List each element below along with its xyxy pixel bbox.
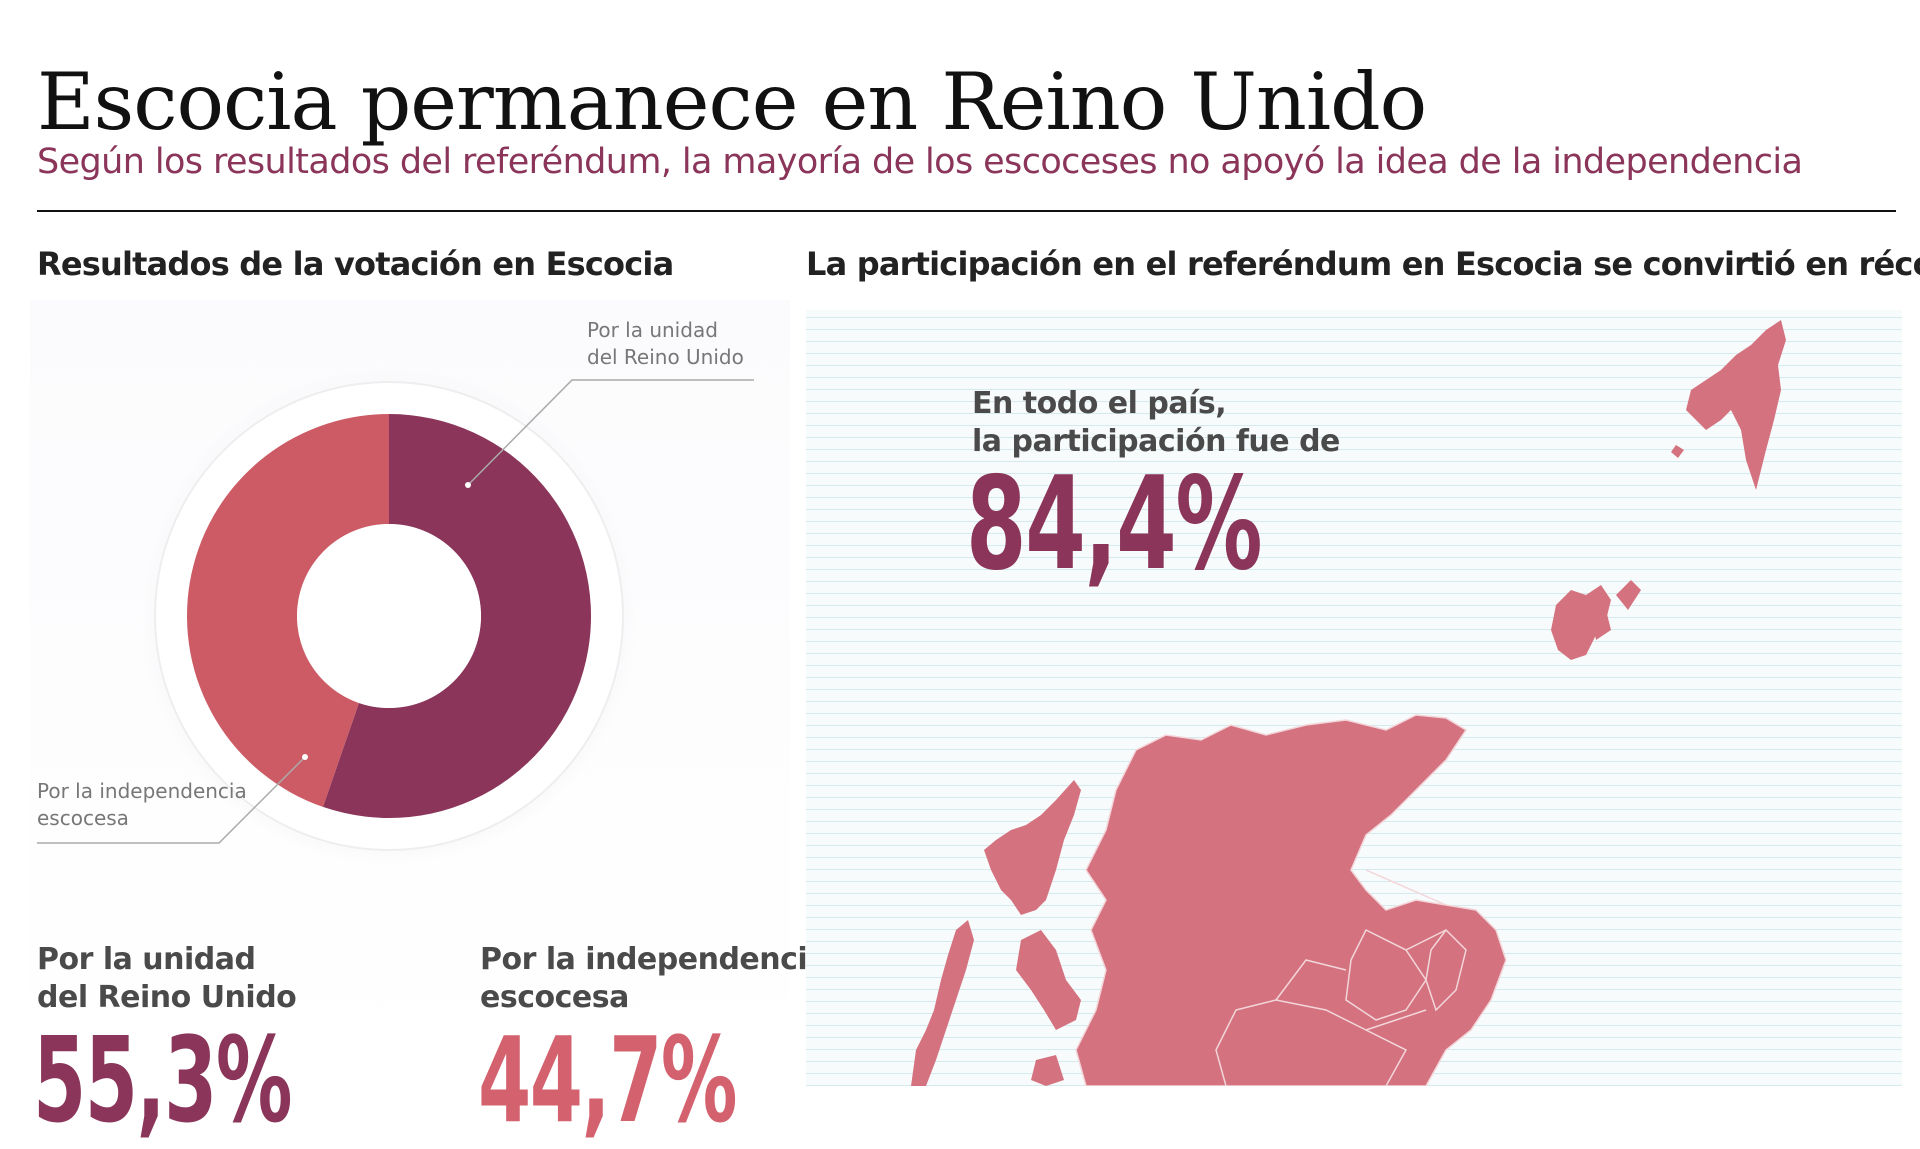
skye-and-inner-isles	[1016, 930, 1081, 1086]
callout-dot-union	[465, 482, 471, 488]
callout-line-indep	[37, 756, 306, 844]
western-isles	[911, 780, 1081, 1086]
turnout-section-title: La participación en el referéndum en Esc…	[806, 245, 1920, 283]
donut-slice-independence	[187, 414, 389, 807]
orkney-islands	[1551, 580, 1641, 660]
turnout-map-panel	[806, 310, 1902, 1086]
page-subtitle: Según los resultados del referéndum, la …	[37, 142, 1803, 182]
scotland-map	[911, 320, 1786, 1086]
callout-dot-indep	[302, 754, 308, 760]
union-stat-value: 55,3%	[33, 1011, 292, 1149]
union-stat-label: Por la unidad del Reino Unido	[37, 942, 297, 1015]
shetland-islands	[1671, 320, 1786, 490]
header-divider	[37, 210, 1896, 212]
turnout-value: 84,4%	[966, 450, 1263, 599]
donut-slice-union	[322, 414, 591, 818]
donut-slices	[187, 414, 591, 818]
callout-label-union: Por la unidad del Reino Unido	[587, 318, 744, 369]
donut-hole	[297, 524, 481, 708]
independence-stat-value: 44,7%	[478, 1011, 737, 1149]
results-donut-chart	[37, 378, 754, 854]
results-section-title: Resultados de la votación en Escocia	[37, 245, 674, 283]
page-title: Escocia permanece en Reino Unido	[37, 56, 1427, 148]
independence-stat-label: Por la independencia escocesa	[480, 942, 827, 1015]
scotland-mainland	[1075, 714, 1507, 1086]
callout-label-independence: Por la independencia escocesa	[37, 779, 247, 830]
turnout-label: En todo el país, la participación fue de	[972, 386, 1340, 459]
callout-line-union	[467, 379, 754, 486]
